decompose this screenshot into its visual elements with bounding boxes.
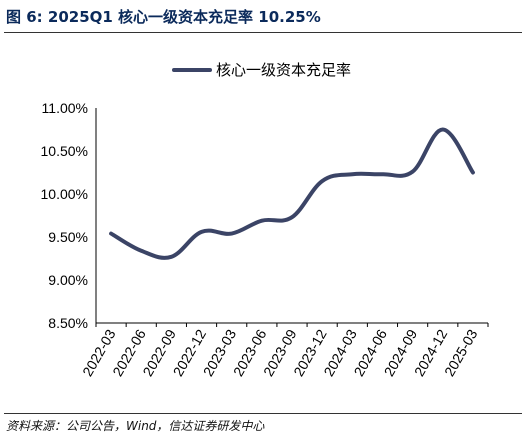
y-tick-label: 11.00%	[42, 100, 88, 116]
y-tick-label: 10.50%	[41, 143, 88, 159]
data-point	[169, 255, 173, 259]
data-point	[139, 249, 143, 253]
data-point	[320, 179, 324, 183]
data-points	[109, 128, 475, 259]
y-tick-label: 8.50%	[48, 315, 88, 331]
data-point	[471, 171, 475, 175]
source-divider	[4, 413, 522, 414]
data-point	[380, 172, 384, 176]
y-tick-label: 9.00%	[48, 272, 88, 288]
y-tick-label: 10.00%	[41, 186, 88, 202]
data-point	[350, 172, 354, 176]
data-point	[441, 128, 445, 132]
y-tick-label: 9.50%	[48, 229, 88, 245]
x-axis: 2022-032022-062022-092022-122023-032023-…	[79, 322, 489, 379]
series-line	[109, 127, 475, 260]
y-tick-labels: 8.50% 9.00% 9.50% 10.00% 10.50% 11.00%	[41, 100, 88, 331]
y-axis: 8.50% 9.00% 9.50% 10.00% 10.50% 11.00%	[41, 100, 97, 331]
data-point	[290, 215, 294, 219]
plot-area	[109, 127, 475, 260]
data-point	[260, 219, 264, 223]
x-ticks	[95, 323, 489, 327]
legend-label: 核心一级资本充足率	[216, 61, 351, 79]
source-note: 资料来源：公司公告，Wind，信达证券研发中心	[6, 419, 265, 433]
data-point	[109, 232, 113, 236]
data-point	[200, 230, 204, 234]
figure-title: 图 6: 2025Q1 核心一级资本充足率 10.25%	[6, 8, 321, 26]
legend: 核心一级资本充足率	[172, 61, 351, 79]
x-tick-labels: 2022-032022-062022-092022-122023-032023-…	[79, 326, 480, 379]
data-point	[411, 170, 415, 174]
title-divider	[4, 32, 522, 33]
data-point	[230, 232, 234, 236]
